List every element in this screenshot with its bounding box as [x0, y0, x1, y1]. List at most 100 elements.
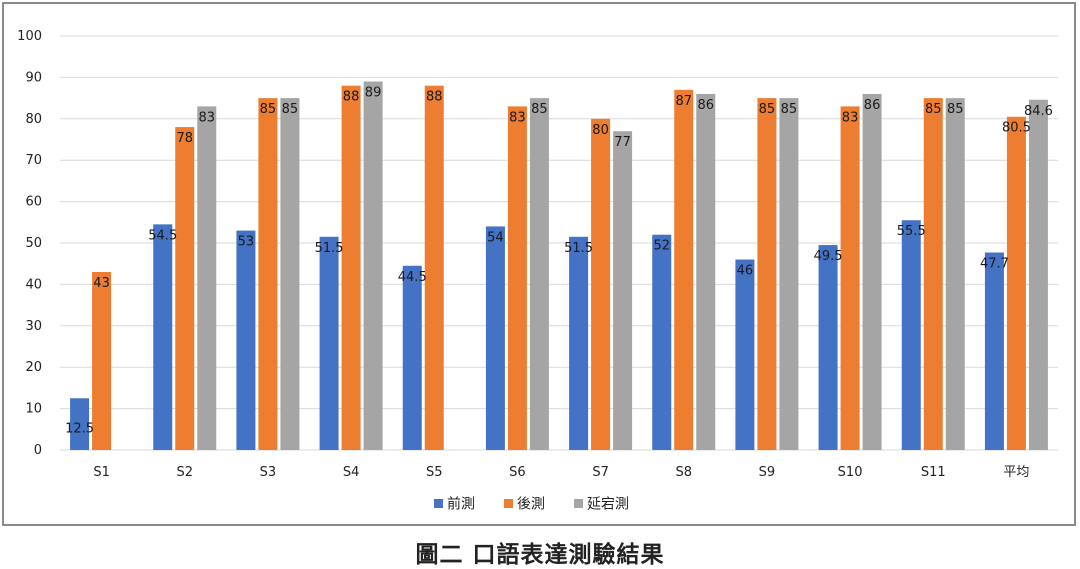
- y-tick-label: 80: [25, 112, 42, 127]
- data-label: 85: [925, 102, 942, 117]
- data-label: 85: [531, 102, 548, 117]
- legend: 前測 後測 延宕測: [434, 496, 629, 513]
- data-label: 83: [198, 110, 215, 125]
- bar: [485, 226, 505, 450]
- bar: [363, 81, 383, 450]
- data-label: 86: [697, 98, 714, 113]
- y-tick-label: 70: [25, 153, 42, 168]
- legend-swatch: [504, 499, 513, 508]
- bar: [529, 98, 549, 450]
- data-label: 78: [176, 131, 193, 146]
- bar: [613, 131, 633, 450]
- bar: [319, 236, 339, 450]
- x-tick-label: S1: [93, 465, 110, 480]
- x-axis-ticks: S1 S2 S3 S4 S5 S6 S7 S8 S9 S10 S11 平均: [93, 465, 1029, 480]
- x-tick-label: S6: [509, 465, 526, 480]
- bar-chart: 0 10 20 30 40 50 60 70 80 90 100 12.5 43 54.5 78 83 53 8…: [17, 29, 1058, 513]
- bar: [175, 127, 195, 450]
- data-label: 83: [509, 110, 526, 125]
- legend-label: 延宕測: [587, 497, 629, 513]
- data-label: 80.5: [1002, 121, 1031, 136]
- bar: [236, 230, 256, 450]
- x-tick-label: S2: [176, 465, 193, 480]
- data-label: 88: [343, 90, 360, 105]
- gridlines: [60, 35, 1058, 451]
- bar: [258, 98, 278, 450]
- data-label: 85: [947, 102, 964, 117]
- data-label: 12.5: [65, 421, 94, 436]
- data-label: 87: [675, 94, 692, 109]
- data-label: 83: [842, 110, 859, 125]
- bar: [862, 93, 882, 451]
- data-label: 51.5: [564, 241, 593, 256]
- bar: [569, 236, 589, 450]
- data-label: 89: [365, 86, 382, 101]
- data-label: 85: [759, 102, 776, 117]
- bar: [92, 271, 112, 450]
- data-label: 86: [864, 98, 881, 113]
- bar: [923, 98, 943, 450]
- data-label: 44.5: [398, 270, 427, 285]
- data-label: 77: [614, 135, 631, 150]
- bar: [779, 98, 799, 450]
- legend-swatch: [434, 499, 443, 508]
- x-tick-label: S7: [592, 465, 609, 480]
- data-label: 84.6: [1024, 104, 1053, 119]
- x-tick-label: S10: [838, 465, 863, 480]
- bar: [652, 234, 672, 450]
- bar: [507, 106, 527, 450]
- legend-label: 後測: [517, 497, 545, 513]
- x-tick-label: S8: [675, 465, 692, 480]
- x-tick-label: S9: [759, 465, 776, 480]
- bar: [818, 245, 838, 450]
- y-tick-label: 50: [25, 236, 42, 251]
- y-tick-label: 90: [25, 70, 42, 85]
- bar: [674, 89, 694, 450]
- x-tick-label: S4: [343, 465, 360, 480]
- y-tick-label: 20: [25, 360, 42, 375]
- x-tick-label: 平均: [1003, 465, 1029, 480]
- data-label: 53: [238, 235, 255, 250]
- data-label: 49.5: [814, 249, 843, 264]
- x-tick-label: S11: [921, 465, 946, 480]
- data-label: 47.7: [980, 257, 1009, 272]
- bar: [945, 98, 965, 450]
- y-tick-label: 40: [25, 277, 42, 292]
- data-label: 54: [487, 230, 504, 245]
- y-tick-label: 30: [25, 319, 42, 334]
- y-tick-label: 0: [34, 443, 42, 458]
- x-tick-label: S3: [260, 465, 277, 480]
- bar: [901, 220, 921, 450]
- data-label: 43: [93, 276, 110, 291]
- y-axis-ticks: 0 10 20 30 40 50 60 70 80 90 100: [17, 29, 42, 458]
- bar: [424, 85, 444, 451]
- data-label: 88: [426, 90, 443, 105]
- bar: [1006, 116, 1026, 450]
- data-label: 54.5: [148, 228, 177, 243]
- bars: [70, 81, 1048, 451]
- data-label: 85: [260, 102, 277, 117]
- legend-swatch: [574, 499, 583, 508]
- data-label: 85: [781, 102, 798, 117]
- figure-caption: 圖二 口語表達測驗結果: [415, 542, 665, 568]
- y-tick-label: 60: [25, 195, 42, 210]
- bar: [696, 93, 716, 451]
- x-tick-label: S5: [426, 465, 443, 480]
- bar: [153, 224, 173, 450]
- data-label: 52: [653, 239, 670, 254]
- y-tick-label: 100: [17, 29, 42, 44]
- y-tick-label: 10: [25, 402, 42, 417]
- bar: [402, 265, 422, 450]
- data-labels: 12.5 43 54.5 78 83 53 85 85 51.5 88 89 44.5 88 54 83 85…: [65, 86, 1053, 437]
- bar: [341, 85, 361, 451]
- legend-label: 前測: [447, 496, 475, 513]
- bar: [984, 252, 1004, 450]
- data-label: 46: [737, 264, 754, 279]
- bar: [1028, 99, 1048, 451]
- data-label: 80: [592, 123, 609, 138]
- bar: [840, 106, 860, 450]
- bar: [280, 98, 300, 450]
- data-label: 51.5: [315, 241, 344, 256]
- bar: [70, 398, 90, 450]
- bar: [197, 106, 217, 450]
